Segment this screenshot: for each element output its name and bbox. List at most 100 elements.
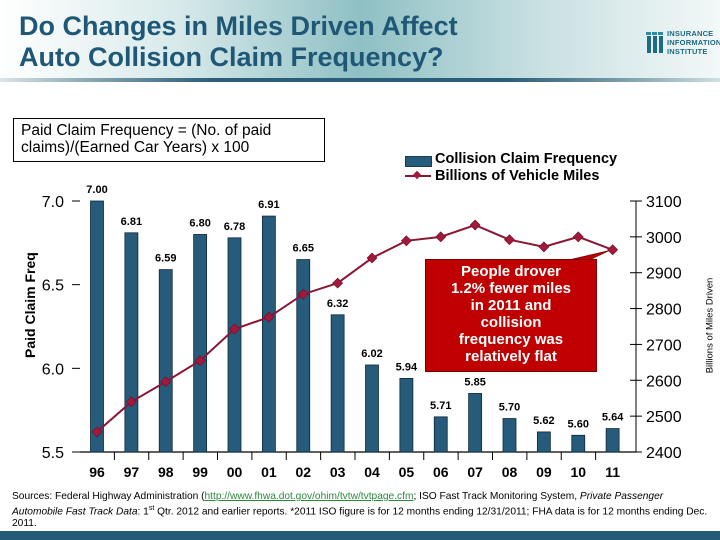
callout-line: relatively flat bbox=[465, 348, 557, 365]
formula-line-2: claims)/(Earned Car Years) x 100 bbox=[21, 139, 250, 156]
y-right-tick-label: 2500 bbox=[646, 409, 682, 426]
x-tick-label: 06 bbox=[433, 464, 449, 480]
line-marker bbox=[297, 288, 309, 300]
line-marker bbox=[332, 277, 344, 289]
fhwa-link[interactable]: http://www.fhwa.dot.gov/ohim/tvtw/tvtpag… bbox=[204, 491, 414, 502]
sources-note: Sources: Federal Highway Administration … bbox=[12, 491, 712, 530]
x-tick-label: 07 bbox=[467, 464, 483, 480]
bar-swatch-icon bbox=[405, 156, 432, 167]
bar-value-label: 5.85 bbox=[464, 376, 485, 388]
sources-prefix: Sources: Federal Highway Administration … bbox=[12, 491, 205, 502]
formula-box: Paid Claim Frequency = (No. of paid clai… bbox=[13, 118, 325, 162]
x-tick-label: 01 bbox=[261, 464, 277, 480]
y-right-tick-label: 2700 bbox=[646, 337, 682, 354]
bar bbox=[433, 416, 448, 453]
line-marker bbox=[400, 235, 412, 247]
line-marker bbox=[229, 323, 240, 335]
x-tick-label: 02 bbox=[295, 464, 311, 480]
sources-text: Qtr. 2012 and earlier reports. *2011 ISO… bbox=[12, 506, 708, 530]
callout-line: People drover bbox=[460, 263, 562, 280]
legend-label: Billions of Vehicle Miles bbox=[435, 168, 600, 184]
y-right-tick-label: 2400 bbox=[646, 445, 682, 462]
x-tick-label: 96 bbox=[89, 464, 105, 480]
x-tick-label: 98 bbox=[158, 464, 174, 480]
logo-line: INSURANCE bbox=[667, 29, 714, 38]
bar-value-label: 6.78 bbox=[224, 221, 245, 233]
x-tick-label: 99 bbox=[192, 464, 208, 480]
line-marker bbox=[435, 231, 447, 243]
bar-value-label: 6.81 bbox=[121, 216, 142, 228]
line-marker bbox=[91, 426, 103, 438]
bar-value-label: 5.60 bbox=[568, 418, 589, 430]
bar bbox=[193, 234, 208, 453]
line-marker bbox=[366, 252, 378, 264]
bar bbox=[536, 431, 551, 453]
bar bbox=[90, 200, 104, 453]
x-tick-label: 03 bbox=[330, 464, 346, 480]
title-line-1: Do Changes in Miles Driven Affect bbox=[19, 11, 458, 41]
y-left-tick-label: 6.5 bbox=[42, 278, 64, 295]
bar-series bbox=[90, 200, 620, 453]
bar bbox=[365, 364, 379, 453]
bar bbox=[330, 314, 345, 453]
bar bbox=[296, 259, 311, 453]
callout-text: People drover 1.2% fewer miles in 2011 a… bbox=[426, 263, 596, 365]
formula-text: Paid Claim Frequency = (No. of paid clai… bbox=[21, 122, 321, 156]
header-banner bbox=[0, 0, 720, 82]
y-right-tick-label: 2800 bbox=[646, 302, 682, 319]
title-line-2: Auto Collision Claim Frequency? bbox=[19, 42, 444, 72]
callout-line: frequency was bbox=[458, 331, 564, 348]
callout-line: collision bbox=[480, 314, 542, 331]
bar bbox=[605, 428, 620, 453]
x-tick-label: 08 bbox=[502, 464, 518, 480]
y-left-tick-label: 6.0 bbox=[42, 361, 64, 378]
callout-line: 1.2% fewer miles bbox=[450, 280, 572, 297]
line-marker bbox=[125, 396, 137, 408]
bar-value-label: 5.62 bbox=[533, 415, 554, 427]
header-divider bbox=[0, 78, 720, 82]
logo-line: INSTITUTE bbox=[667, 47, 708, 56]
bar-value-label: 5.64 bbox=[602, 412, 624, 424]
x-tick-label: 11 bbox=[605, 464, 620, 480]
iii-logo: INSURANCE INFORMATION INSTITUTE bbox=[645, 28, 720, 58]
sources-text: : 1 bbox=[137, 506, 149, 518]
line-marker bbox=[504, 234, 515, 246]
y-right-tick-label: 2900 bbox=[646, 266, 682, 283]
vehicle-miles-line bbox=[96, 223, 613, 433]
footer-bar bbox=[0, 531, 720, 540]
x-tick-label: 10 bbox=[570, 464, 586, 480]
bar-labels: 7.00 6.81 6.59 6.80 6.78 6.91 6.65 6.32 6.02 5.94… bbox=[86, 184, 624, 430]
bar-value-label: 5.70 bbox=[499, 402, 520, 414]
line-marker bbox=[160, 376, 172, 388]
x-tick-label: 04 bbox=[364, 464, 380, 480]
bar bbox=[571, 434, 586, 453]
y-left-tick-label: 5.5 bbox=[42, 445, 64, 462]
y-right-tick-label: 2600 bbox=[646, 373, 682, 390]
y-right-tick-label: 3000 bbox=[646, 230, 682, 247]
bar-value-label: 6.32 bbox=[327, 298, 348, 310]
sources-text: ; ISO Fast Track Monitoring System, bbox=[413, 491, 580, 502]
bar bbox=[502, 418, 517, 453]
bar bbox=[158, 269, 173, 453]
line-marker bbox=[263, 311, 275, 323]
bar bbox=[399, 377, 414, 453]
bar bbox=[124, 232, 139, 453]
bar-value-label: 6.80 bbox=[189, 217, 210, 229]
logo-text: INSURANCE INFORMATION INSTITUTE bbox=[667, 29, 720, 56]
bar-value-label: 6.65 bbox=[293, 243, 314, 255]
line-marker bbox=[572, 231, 584, 243]
slide-title: Do Changes in Miles Driven Affect Auto C… bbox=[19, 11, 579, 73]
x-tick-label: 00 bbox=[227, 464, 243, 480]
y-right-tick-label: 3100 bbox=[646, 194, 682, 211]
bar-value-label: 5.71 bbox=[430, 400, 451, 412]
line-marker bbox=[469, 219, 481, 231]
legend-label: Collision Claim Frequency bbox=[435, 151, 618, 167]
bar-value-label: 7.00 bbox=[86, 184, 107, 196]
callout-line: in 2011 and bbox=[470, 297, 552, 314]
callout-annotation: People drover 1.2% fewer miles in 2011 a… bbox=[425, 259, 597, 372]
iii-logo-icon bbox=[646, 32, 663, 53]
bar-value-label: 6.59 bbox=[155, 253, 176, 265]
bar-value-label: 5.94 bbox=[396, 361, 418, 373]
line-marker bbox=[194, 355, 206, 366]
